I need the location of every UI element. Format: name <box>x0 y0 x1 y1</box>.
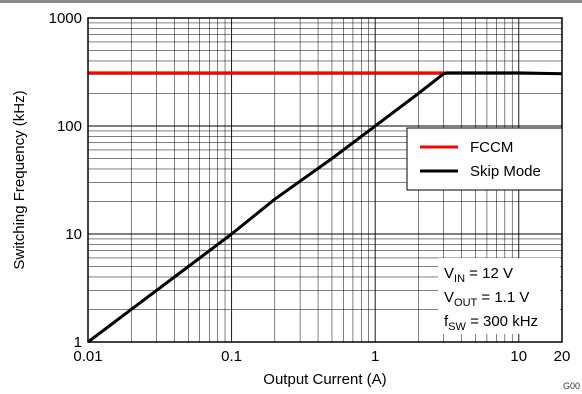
annotation-fsw: fSW = 300 kHz <box>444 313 538 333</box>
series-layer <box>87 71 563 344</box>
x-tick-label: 20 <box>554 348 571 365</box>
legend-label-skip-mode: Skip Mode <box>470 163 541 180</box>
annotation-box <box>438 258 560 334</box>
tick-labels: 0.01 0.1 1 10 20 1 10 100 1000 <box>49 10 571 365</box>
y-tick-label: 10 <box>65 226 82 243</box>
conditions-annotation: VIN = 12 V VOUT = 1.1 V fSW = 300 kHz <box>438 258 560 334</box>
x-tick-label: 10 <box>510 348 527 365</box>
x-axis-title: Output Current (A) <box>263 371 386 388</box>
annotation-vin: VIN = 12 V <box>444 265 513 285</box>
legend: FCCM Skip Mode <box>406 127 563 191</box>
y-axis-title: Switching Frequency (kHz) <box>11 90 28 269</box>
legend-box <box>406 127 563 191</box>
y-tick-label: 100 <box>57 118 82 135</box>
y-tick-label: 1 <box>74 334 82 351</box>
annotation-vout: VOUT = 1.1 V <box>444 289 529 309</box>
x-tick-label: 0.01 <box>73 348 102 365</box>
x-tick-label: 0.1 <box>221 348 242 365</box>
y-tick-label: 1000 <box>49 10 82 27</box>
x-tick-label: 1 <box>371 348 379 365</box>
series-line-skip-mode <box>87 71 563 344</box>
legend-label-fccm: FCCM <box>470 139 513 156</box>
figure-id-label: G00 <box>563 381 580 391</box>
top-rule <box>0 0 582 3</box>
